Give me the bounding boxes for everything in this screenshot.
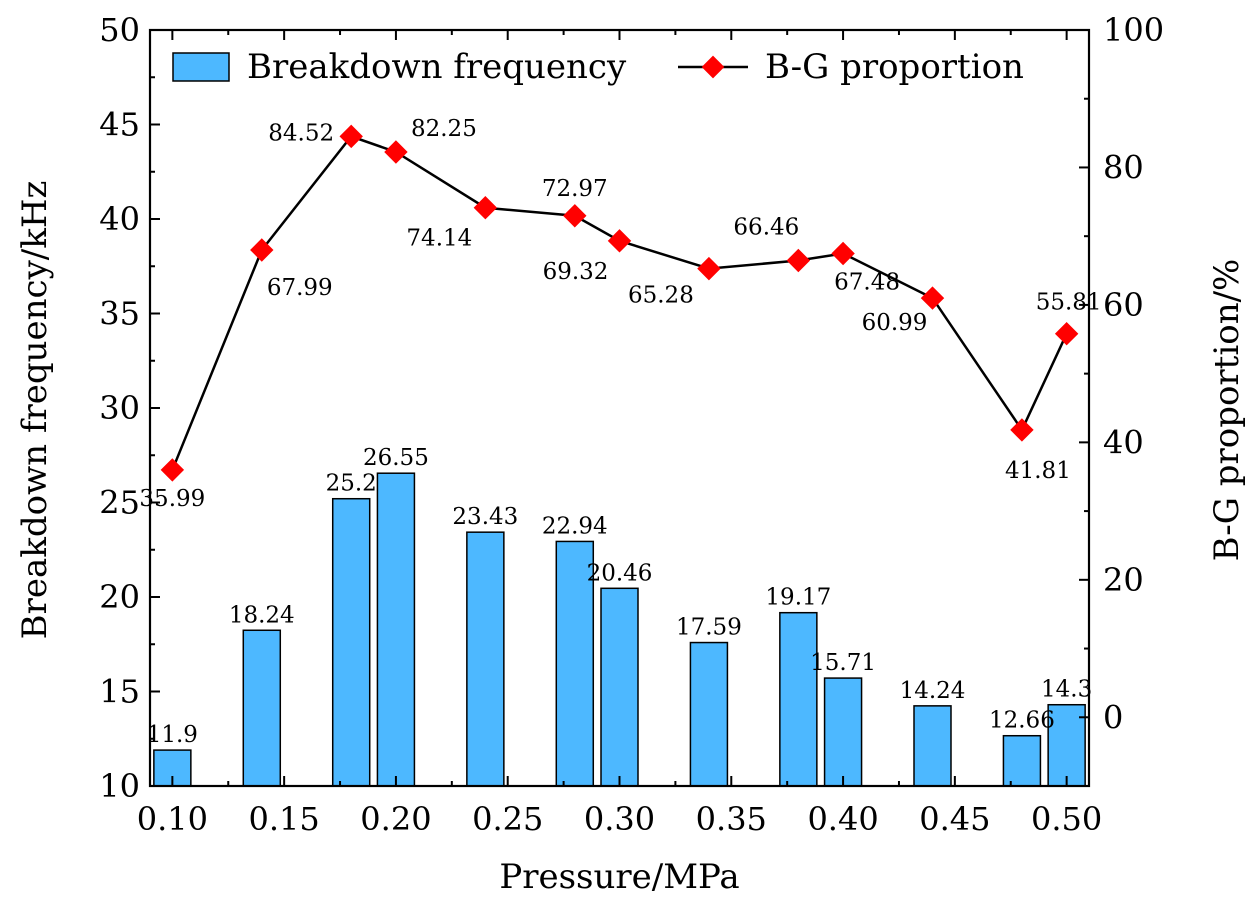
x-tick-label: 0.30	[584, 800, 655, 838]
bar-data-label: 20.46	[587, 560, 653, 586]
line-data-label: 67.48	[834, 270, 900, 296]
line-data-label: 67.99	[267, 275, 333, 301]
line-data-label: 60.99	[862, 310, 928, 336]
y-tick-label: 30	[99, 389, 140, 427]
y-tick-label: 50	[99, 11, 140, 49]
y-tick-label: 20	[99, 578, 140, 616]
line-marker	[384, 140, 408, 164]
legend-line-label: B-G proportion	[765, 47, 1024, 87]
bars-layer	[153, 472, 1086, 787]
x-tick-label: 0.25	[472, 800, 543, 838]
y2-tick-label: 40	[1103, 423, 1144, 461]
x-tick-label: 0.40	[807, 800, 878, 838]
y-tick-label: 40	[99, 200, 140, 238]
axes-layer: 0.10 0.15 0.20 0.25 0.30 0.35 0.40 0.45 0.50 10 15…	[99, 11, 1164, 838]
line-marker	[563, 204, 587, 228]
labels-layer: 11.9 18.24 25.226.55 23.43 22.94 20.46 17.59 19…	[139, 116, 1101, 748]
line-marker	[697, 256, 721, 281]
y-tick-label: 10	[99, 767, 140, 805]
line-data-label: 69.32	[543, 259, 609, 285]
line-marker	[1054, 321, 1079, 346]
line-marker	[250, 238, 274, 262]
bar	[600, 587, 639, 787]
y2-tick-label: 0	[1103, 698, 1123, 736]
bar	[1002, 734, 1042, 787]
y-tick-label: 35	[99, 295, 140, 333]
bar-data-label: 25.2	[326, 471, 377, 497]
bar-data-label: 22.94	[542, 513, 608, 539]
bar	[555, 540, 595, 787]
bar	[331, 497, 371, 787]
bar-data-label: 12.66	[989, 708, 1055, 734]
y2-tick-label: 100	[1103, 11, 1164, 49]
legend-bar-label: Breakdown frequency	[247, 47, 627, 87]
bar-data-label: 19.17	[765, 585, 831, 611]
line-data-label: 65.28	[628, 283, 694, 309]
bar-data-label: 15.71	[810, 650, 876, 676]
x-tick-label: 0.50	[1031, 800, 1102, 838]
line-data-label: 84.52	[268, 120, 334, 146]
bar	[779, 611, 818, 787]
line-marker	[473, 196, 498, 220]
x-tick-label: 0.45	[919, 800, 990, 838]
line-marker	[1010, 418, 1034, 442]
line-marker	[920, 286, 945, 310]
bar-data-label: 18.24	[229, 602, 295, 628]
bar-data-label: 23.43	[452, 504, 518, 530]
line-marker	[607, 229, 632, 253]
x-axis-title: Pressure/MPa	[499, 857, 739, 897]
y2-tick-label: 80	[1103, 148, 1144, 186]
bar-data-label: 11.9	[147, 722, 198, 748]
line-layer	[160, 124, 1079, 482]
line-marker	[831, 241, 855, 266]
line-data-label: 74.14	[406, 226, 472, 252]
legend: Breakdown frequency B-G proportion	[172, 47, 1024, 87]
line-data-label: 66.46	[733, 215, 799, 241]
y2-axis-title: B-G proportion/%	[1207, 259, 1247, 562]
legend-marker-swatch	[701, 55, 725, 79]
y-tick-label: 15	[99, 673, 140, 711]
line-data-label: 41.81	[1005, 458, 1071, 484]
y2-tick-label: 20	[1103, 561, 1144, 599]
y-tick-label: 25	[99, 484, 140, 522]
line-marker	[786, 248, 811, 273]
line-marker	[160, 458, 185, 482]
bar-data-label: 26.55	[363, 445, 429, 471]
x-tick-label: 0.15	[249, 800, 320, 838]
legend-bar-swatch	[172, 52, 230, 82]
line-data-label: 72.97	[542, 176, 608, 202]
bar-data-label: 14.24	[900, 678, 966, 704]
bar	[689, 641, 729, 787]
x-tick-label: 0.35	[696, 800, 767, 838]
bar	[376, 472, 416, 787]
y-tick-label: 45	[99, 106, 140, 144]
bar	[466, 531, 505, 787]
x-tick-label: 0.10	[137, 800, 208, 838]
x-tick-label: 0.20	[360, 800, 431, 838]
y-axis-title: Breakdown frequency/kHz	[15, 181, 55, 640]
line-data-label: 55.81	[1036, 290, 1102, 316]
bar-data-label: 17.59	[676, 615, 742, 641]
bar	[913, 705, 952, 787]
line-marker	[339, 124, 363, 149]
y2-tick-label: 60	[1103, 286, 1144, 324]
bar	[823, 677, 863, 787]
bar	[242, 629, 282, 787]
bar-data-label: 14.3	[1041, 677, 1092, 703]
line-data-label: 82.25	[411, 116, 477, 142]
